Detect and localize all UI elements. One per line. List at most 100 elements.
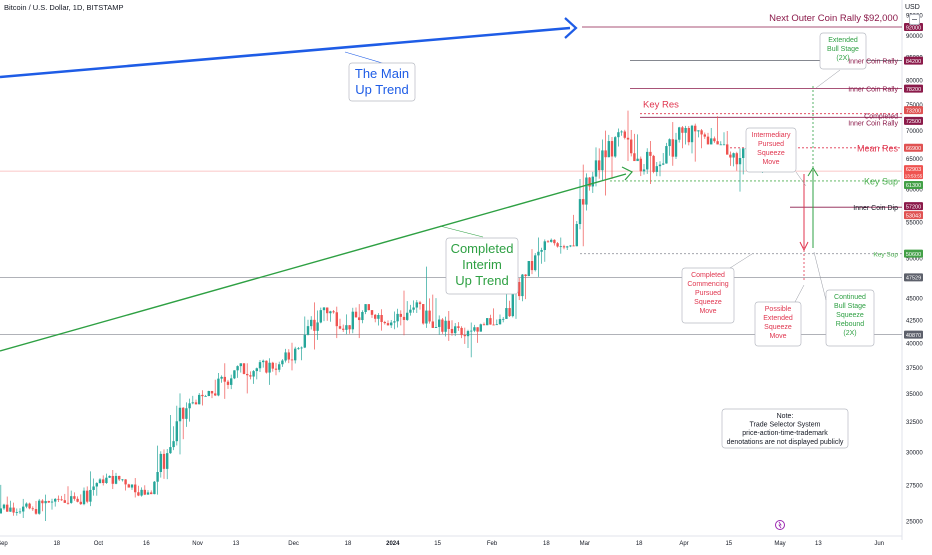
candle-body[interactable] [470,330,473,332]
candle-body[interactable] [12,507,15,513]
candle-body[interactable] [345,325,348,330]
candle-body[interactable] [425,310,428,324]
candle-body[interactable] [370,310,374,315]
candle-body[interactable] [594,160,598,177]
candle-body[interactable] [614,137,617,157]
candle-body[interactable] [367,304,370,311]
candle-body[interactable] [495,324,498,326]
candle-body[interactable] [290,359,294,361]
candle-body[interactable] [415,302,418,308]
candle-body[interactable] [6,504,9,512]
possible-extended-label[interactable]: Possible Extended Squeeze Move [754,301,802,347]
candle-body[interactable] [700,130,703,135]
candle-body[interactable] [559,246,562,248]
candle-body[interactable] [322,307,326,311]
candle-body[interactable] [438,319,441,328]
candle-body[interactable] [223,376,226,382]
candle-body[interactable] [422,304,425,324]
candle-body[interactable] [534,255,537,271]
candle-body[interactable] [47,501,50,503]
candle-body[interactable] [585,177,588,205]
candle-body[interactable] [66,502,70,504]
candle-body[interactable] [706,136,710,145]
candle-body[interactable] [546,241,550,243]
candle-body[interactable] [76,498,79,502]
candle-body[interactable] [694,125,697,132]
candle-body[interactable] [9,507,12,512]
candle-body[interactable] [226,381,230,385]
candle-body[interactable] [428,310,431,322]
candle-body[interactable] [287,352,290,360]
candle-body[interactable] [194,402,198,405]
candle-body[interactable] [310,319,313,327]
candle-body[interactable] [518,282,521,297]
candle-body[interactable] [623,131,626,138]
candle-body[interactable] [271,362,274,369]
candle-body[interactable] [25,503,28,507]
candle-body[interactable] [118,475,121,480]
candle-body[interactable] [710,138,713,145]
candle-body[interactable] [556,243,559,247]
candle-body[interactable] [444,320,447,332]
candle-body[interactable] [306,326,310,335]
candle-body[interactable] [146,492,150,495]
candle-body[interactable] [22,506,25,512]
candle-body[interactable] [258,362,262,369]
candle-body[interactable] [124,479,127,485]
candle-body[interactable] [457,326,460,328]
extended-bull-stage-label[interactable]: Extended Bull Stage (2X) [819,32,867,70]
candle-body[interactable] [498,319,502,325]
candle-body[interactable] [476,327,479,332]
candle-body[interactable] [543,241,546,251]
candle-body[interactable] [713,138,716,142]
candle-body[interactable] [79,501,82,505]
intermediary-squeeze-label[interactable]: Intermediary Pursued Squeeze Move [745,127,797,173]
candle-body[interactable] [642,169,646,172]
candle-body[interactable] [338,326,342,329]
candle-body[interactable] [633,153,636,162]
candle-body[interactable] [294,348,297,361]
candle-body[interactable] [665,146,668,164]
candle-body[interactable] [396,313,399,322]
continued-bull-stage-label[interactable]: Continued Bull Stage Squeeze Rebound (2X) [825,289,875,347]
candle-body[interactable] [63,500,66,503]
candle-body[interactable] [486,318,489,326]
candle-body[interactable] [342,328,345,330]
candle-body[interactable] [610,141,614,157]
candle-body[interactable] [450,328,454,334]
candle-body[interactable] [687,128,690,143]
candle-body[interactable] [508,308,511,317]
candle-body[interactable] [502,318,505,320]
candle-body[interactable] [44,501,47,504]
candle-body[interactable] [127,484,130,488]
candle-body[interactable] [303,334,306,348]
candle-body[interactable] [722,144,726,146]
candle-body[interactable] [326,307,329,314]
candle-body[interactable] [630,139,633,154]
note-box[interactable]: Note: Trade Selector Systemprice-action-t… [721,408,849,449]
candle-body[interactable] [735,153,738,165]
candle-body[interactable] [204,395,207,397]
candle-body[interactable] [377,314,380,319]
candle-body[interactable] [182,407,185,419]
candle-body[interactable] [239,363,242,367]
candle-body[interactable] [530,261,534,271]
candle-body[interactable] [156,472,159,482]
candle-body[interactable] [607,141,610,158]
candle-body[interactable] [57,498,60,500]
candle-body[interactable] [582,199,585,205]
candle-body[interactable] [134,484,137,493]
candle-body[interactable] [690,125,694,143]
candle-body[interactable] [191,402,194,404]
candle-body[interactable] [178,407,182,422]
candle-body[interactable] [150,492,153,495]
candle-body[interactable] [601,150,604,171]
candle-body[interactable] [82,490,86,505]
candle-body[interactable] [738,157,742,165]
candle-body[interactable] [185,408,188,419]
candle-body[interactable] [92,486,95,490]
candle-body[interactable] [0,508,3,514]
candle-body[interactable] [297,348,300,350]
candle-body[interactable] [521,274,524,297]
candle-body[interactable] [668,139,671,147]
